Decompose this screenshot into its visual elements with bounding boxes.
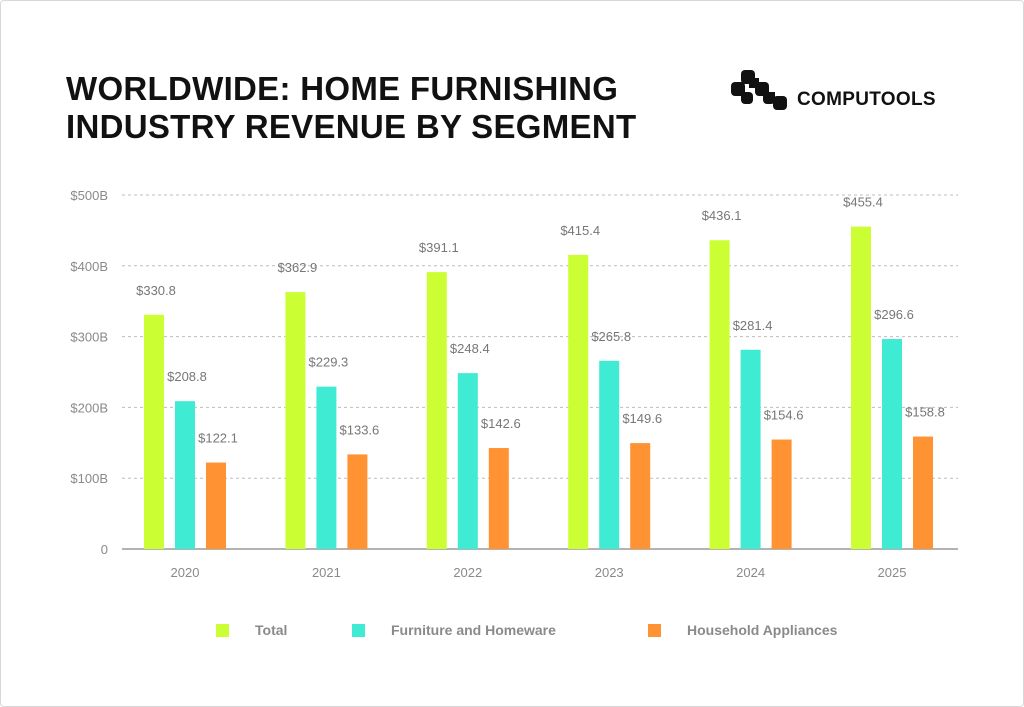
y-tick-label: $200B: [70, 400, 108, 415]
x-tick-label: 2025: [878, 565, 907, 580]
bar-2023-0: [568, 254, 589, 550]
data-label: $158.8: [905, 405, 945, 420]
chart-title: WORLDWIDE: HOME FURNISHING INDUSTRY REVE…: [66, 70, 636, 146]
bar-2020-0: [144, 314, 164, 549]
legend-label-furniture: Furniture and Homeware: [391, 622, 556, 638]
bar-2021-2: [347, 454, 368, 549]
data-label: $296.6: [874, 307, 914, 322]
bar-2020-1: [175, 401, 195, 549]
legend-item-appliances: Household Appliances: [648, 622, 837, 638]
data-label: $248.4: [450, 341, 490, 356]
data-label: $229.3: [309, 355, 349, 370]
data-label: $330.8: [136, 283, 176, 298]
computools-logo-icon: [731, 70, 787, 110]
data-label: $208.8: [167, 369, 207, 384]
bar-2022-2: [488, 448, 509, 549]
title-line-2: INDUSTRY REVENUE BY SEGMENT: [66, 108, 637, 145]
x-tick-label: 2022: [453, 565, 482, 580]
bar-2022-0: [426, 272, 447, 549]
bar-2023-2: [630, 443, 651, 549]
legend-item-furniture: Furniture and Homeware: [352, 622, 556, 638]
bar-2022-1: [457, 373, 478, 549]
data-label: $281.4: [733, 318, 773, 333]
x-tick-label: 2023: [595, 565, 624, 580]
data-label: $265.8: [591, 329, 631, 344]
x-tick-label: 2020: [171, 565, 200, 580]
data-label: $133.6: [340, 422, 380, 437]
x-tick-label: 2024: [736, 565, 765, 580]
brand-name: COMPUTOOLS: [797, 89, 936, 110]
y-tick-label: $300B: [70, 330, 108, 345]
y-tick-label: $400B: [70, 259, 108, 274]
title-line-1: WORLDWIDE: HOME FURNISHING: [66, 70, 619, 107]
y-tick-label: $100B: [70, 471, 108, 486]
y-tick-label: $500B: [70, 188, 108, 203]
bar-2021-1: [316, 386, 337, 549]
legend-swatch-appliances: [648, 623, 661, 637]
data-label: $122.1: [198, 431, 238, 446]
data-label: $436.1: [702, 208, 742, 223]
bar-2020-2: [206, 462, 226, 549]
bar-2025-1: [882, 339, 902, 549]
y-tick-label: 0: [101, 542, 108, 557]
legend-swatch-furniture: [352, 623, 365, 637]
bar-2025-2: [913, 436, 933, 549]
data-label: $362.9: [278, 260, 318, 275]
bar-2024-0: [709, 240, 730, 549]
data-label: $415.4: [560, 223, 600, 238]
bar-2021-0: [285, 292, 306, 549]
bar-2024-2: [771, 439, 792, 549]
bar-2025-0: [851, 226, 871, 550]
data-label: $391.1: [419, 240, 459, 255]
bar-2024-1: [740, 349, 761, 549]
legend-label-appliances: Household Appliances: [687, 622, 838, 638]
bar-2023-1: [599, 360, 620, 549]
data-label: $142.6: [481, 416, 521, 431]
brand-logo: COMPUTOOLS: [731, 70, 936, 112]
legend-item-total: Total: [216, 622, 287, 638]
data-label: $149.6: [622, 411, 662, 426]
x-tick-label: 2021: [312, 565, 341, 580]
data-label: $455.4: [843, 195, 883, 210]
data-label: $154.6: [764, 408, 804, 423]
legend-swatch-total: [216, 623, 229, 637]
legend-label-total: Total: [255, 622, 288, 638]
